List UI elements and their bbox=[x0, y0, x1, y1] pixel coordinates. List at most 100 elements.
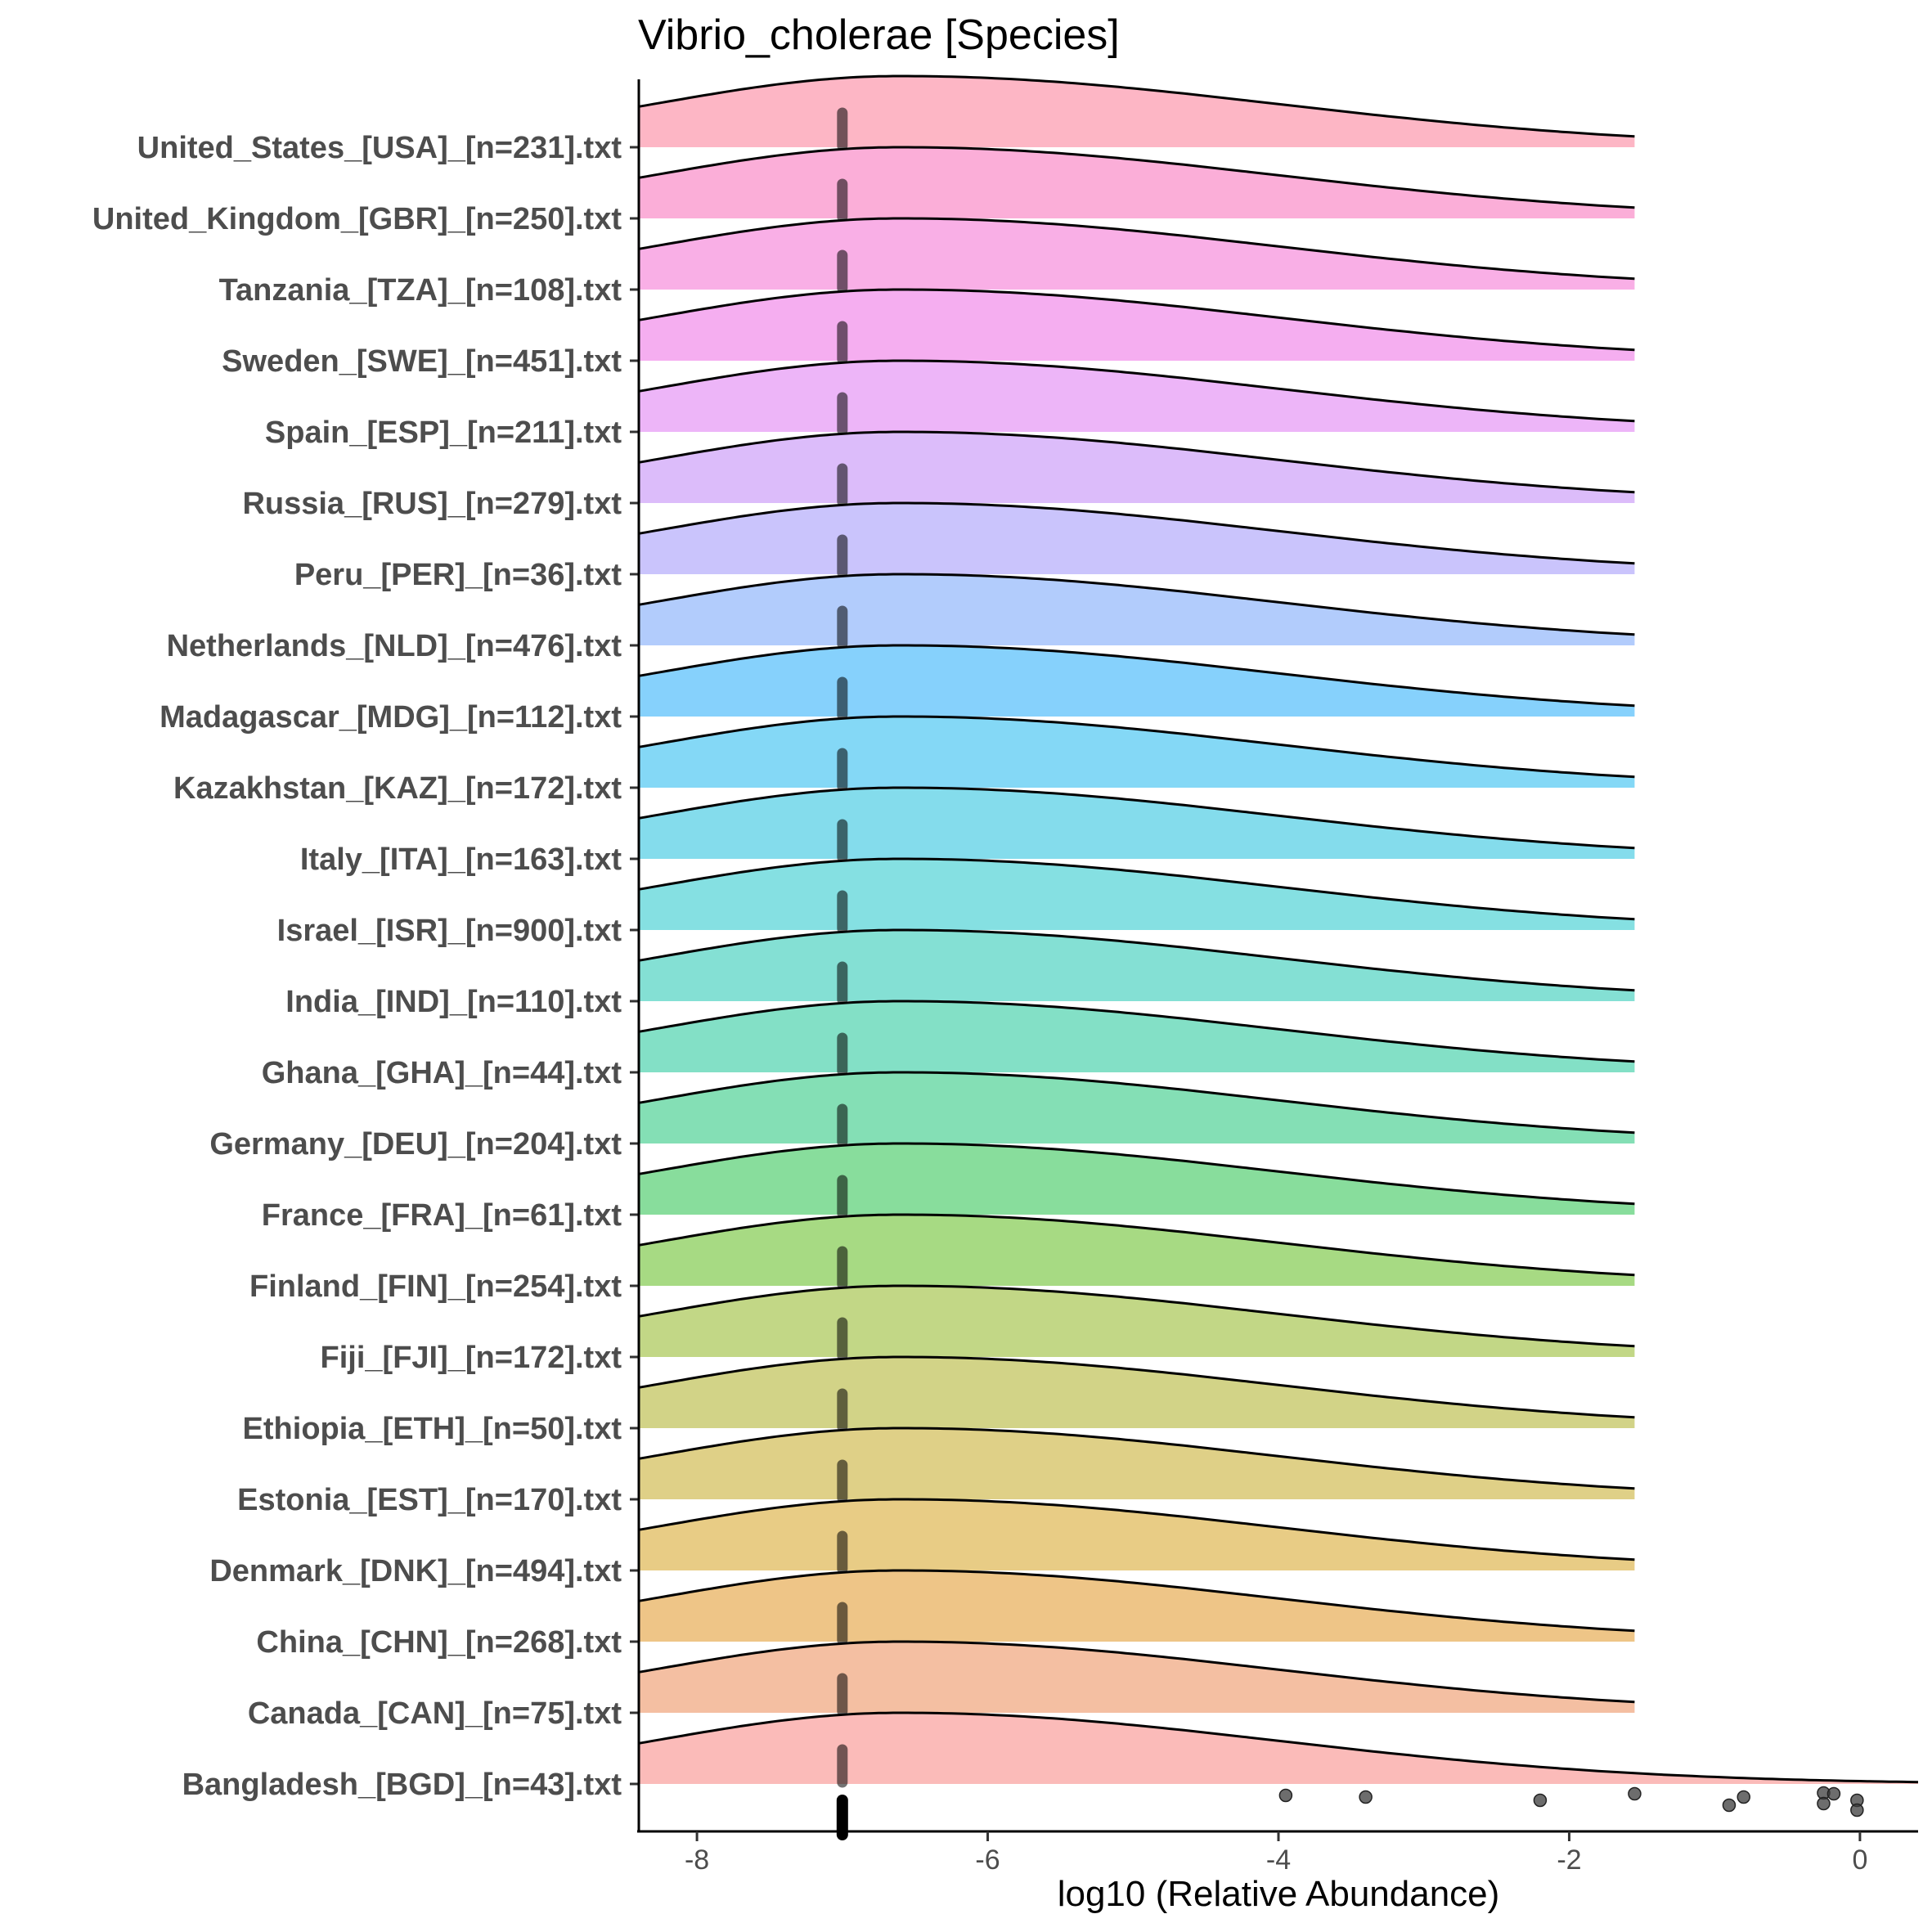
ridge-row bbox=[638, 1071, 1635, 1148]
ridge-row bbox=[638, 1284, 1635, 1361]
ridge-row bbox=[638, 715, 1635, 792]
y-tick-label: Netherlands_[NLD]_[n=476].txt bbox=[167, 629, 622, 663]
y-tick-label: Canada_[CAN]_[n=75].txt bbox=[248, 1696, 622, 1731]
ridge-area bbox=[639, 1143, 1635, 1215]
y-tick-label: Estonia_[EST]_[n=170].txt bbox=[237, 1483, 622, 1517]
ridge-row bbox=[638, 146, 1635, 222]
ridge-row bbox=[638, 501, 1635, 578]
ridge-line bbox=[638, 644, 1635, 708]
data-point bbox=[1359, 1790, 1373, 1804]
y-tick-label: Bangladesh_[BGD]_[n=43].txt bbox=[182, 1768, 622, 1802]
ridge-line bbox=[638, 1355, 1635, 1419]
ridge-area bbox=[639, 1001, 1635, 1072]
ridge-area bbox=[639, 1215, 1635, 1286]
ridge-area bbox=[639, 645, 1635, 717]
y-tick-label: Sweden_[SWE]_[n=451].txt bbox=[222, 344, 622, 379]
y-tick-label: Germany_[DEU]_[n=204].txt bbox=[209, 1127, 622, 1161]
y-tick-label: Finland_[FIN]_[n=254].txt bbox=[249, 1269, 622, 1304]
ridge-line bbox=[638, 786, 1635, 850]
ridge-row bbox=[638, 288, 1635, 365]
ridge-area bbox=[639, 1499, 1635, 1570]
ridge-row bbox=[638, 1569, 1635, 1646]
x-tick-label: -4 bbox=[1266, 1844, 1291, 1876]
x-tick-label: -2 bbox=[1557, 1844, 1581, 1876]
ridge-row bbox=[638, 573, 1635, 649]
y-tick-label: Madagascar_[MDG]_[n=112].txt bbox=[160, 700, 622, 735]
ridge-area bbox=[639, 574, 1635, 645]
ridge-line bbox=[638, 857, 1635, 921]
y-tick-label: Italy_[ITA]_[n=163].txt bbox=[300, 842, 622, 877]
ridge-row bbox=[638, 1142, 1635, 1219]
ridge-area bbox=[639, 1570, 1635, 1642]
y-tick-label: Ghana_[GHA]_[n=44].txt bbox=[262, 1056, 622, 1090]
ridge-row bbox=[638, 359, 1635, 436]
ridge-line bbox=[638, 501, 1635, 565]
ridge-area bbox=[639, 1072, 1635, 1143]
ridge-line bbox=[638, 430, 1635, 494]
ridge-row bbox=[638, 217, 1635, 294]
y-tick-label: Tanzania_[TZA]_[n=108].txt bbox=[219, 273, 622, 308]
y-tick-label: United_Kingdom_[GBR]_[n=250].txt bbox=[92, 202, 622, 236]
ridge-line bbox=[638, 1498, 1635, 1561]
y-tick-label: United_States_[USA]_[n=231].txt bbox=[137, 131, 622, 165]
ridge-area bbox=[639, 147, 1635, 218]
y-tick-label: Spain_[ESP]_[n=211].txt bbox=[265, 416, 622, 450]
ridge-area bbox=[639, 361, 1635, 432]
ridge-line bbox=[638, 1711, 1919, 1784]
y-tick-label: Russia_[RUS]_[n=279].txt bbox=[242, 487, 622, 521]
ridge-line bbox=[638, 928, 1635, 992]
ridge-line bbox=[638, 715, 1635, 779]
y-tick-label: Peru_[PER]_[n=36].txt bbox=[294, 558, 622, 592]
ridge-area bbox=[639, 1357, 1635, 1428]
x-axis-label: log10 (Relative Abundance) bbox=[1058, 1874, 1500, 1914]
y-tick-label: China_[CHN]_[n=268].txt bbox=[256, 1625, 622, 1660]
ridge-line bbox=[638, 146, 1635, 209]
ridge-area bbox=[639, 788, 1635, 859]
ridge-line bbox=[638, 1640, 1635, 1704]
y-tick-label: Ethiopia_[ETH]_[n=50].txt bbox=[243, 1412, 622, 1446]
ridge-row bbox=[638, 74, 1635, 151]
ridge-area bbox=[639, 1428, 1635, 1499]
x-tick-label: -6 bbox=[975, 1844, 1000, 1876]
ridge-area bbox=[639, 290, 1635, 361]
ridge-row bbox=[638, 1427, 1635, 1503]
ridge-row bbox=[638, 1355, 1635, 1432]
ridge-row bbox=[638, 1498, 1635, 1575]
ridge-line bbox=[638, 74, 1635, 138]
x-tick-label: 0 bbox=[1852, 1844, 1867, 1876]
ridge-row bbox=[638, 786, 1635, 863]
ridge-line bbox=[638, 1213, 1635, 1277]
ridge-area bbox=[639, 218, 1635, 290]
data-point bbox=[1850, 1803, 1864, 1817]
y-tick-label: Fiji_[FJI]_[n=172].txt bbox=[321, 1341, 622, 1375]
ridge-row bbox=[638, 1711, 1919, 1840]
x-tick-label: -8 bbox=[685, 1844, 709, 1876]
ridge-row bbox=[638, 857, 1635, 934]
chart-title: Vibrio_cholerae [Species] bbox=[638, 11, 1120, 59]
ridge-line bbox=[638, 1071, 1635, 1134]
data-point bbox=[1628, 1786, 1642, 1801]
ridge-row bbox=[638, 1000, 1635, 1076]
ridge-area bbox=[639, 503, 1635, 574]
ridge-line bbox=[638, 1142, 1635, 1206]
ridge-area bbox=[639, 717, 1635, 788]
data-point bbox=[1722, 1798, 1737, 1813]
ridge-line bbox=[638, 573, 1635, 636]
data-point bbox=[1826, 1786, 1841, 1801]
y-tick-labels: United_States_[USA]_[n=231].txt United_Ki… bbox=[92, 131, 639, 1802]
y-tick-label: Israel_[ISR]_[n=900].txt bbox=[277, 914, 622, 948]
ridge-line bbox=[638, 359, 1635, 423]
ridge-row bbox=[638, 644, 1635, 721]
data-point bbox=[1278, 1788, 1293, 1803]
y-tick-label: Kazakhstan_[KAZ]_[n=172].txt bbox=[173, 771, 622, 806]
ridge-area bbox=[639, 1642, 1635, 1713]
data-point bbox=[1533, 1793, 1548, 1808]
ridge-line bbox=[638, 1000, 1635, 1063]
ridge-line bbox=[638, 217, 1635, 281]
ridge-row bbox=[638, 1640, 1635, 1717]
ridge-line bbox=[638, 1569, 1635, 1633]
x-ticks: -8 -6 -4 -2 0 bbox=[685, 1831, 1867, 1876]
ridge-row bbox=[638, 928, 1635, 1005]
ridge-line bbox=[638, 1427, 1635, 1490]
